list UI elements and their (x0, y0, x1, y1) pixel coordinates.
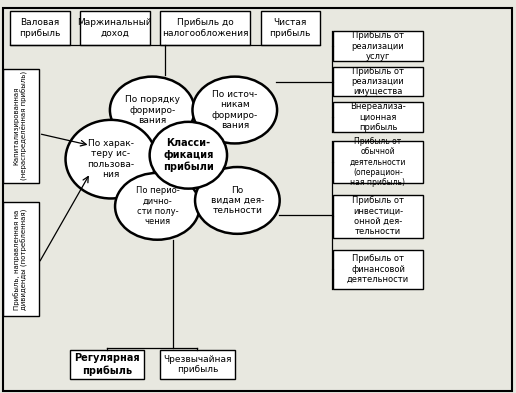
Text: Класси-
фикация
прибыли: Класси- фикация прибыли (163, 138, 214, 172)
Text: По перио-
дично-
сти полу-
чения: По перио- дично- сти полу- чения (136, 186, 179, 226)
Text: Прибыль от
финансовой
деятельности: Прибыль от финансовой деятельности (347, 254, 409, 284)
Text: Прибыль от
обычной
деятельности
(операцион-
ная прибыль): Прибыль от обычной деятельности (операци… (350, 137, 406, 187)
FancyBboxPatch shape (333, 195, 423, 238)
Text: Прибыль до
налогообложения: Прибыль до налогообложения (162, 18, 248, 38)
Text: Капитализированная
(нераспределённая прибыль): Капитализированная (нераспределённая при… (13, 71, 28, 180)
Text: По харак-
теру ис-
пользова-
ния: По харак- теру ис- пользова- ния (87, 139, 135, 179)
Text: Чрезвычайная
прибыль: Чрезвычайная прибыль (163, 355, 232, 374)
Text: Прибыль от
реализации
имущества: Прибыль от реализации имущества (352, 67, 404, 96)
FancyBboxPatch shape (160, 11, 250, 45)
FancyBboxPatch shape (3, 202, 39, 316)
Text: Маржинальный
доход: Маржинальный доход (77, 18, 152, 38)
FancyBboxPatch shape (3, 69, 39, 183)
FancyBboxPatch shape (70, 350, 144, 379)
Text: Внереализа-
ционная
прибыль: Внереализа- ционная прибыль (350, 102, 406, 132)
Text: По
видам дея-
тельности: По видам дея- тельности (211, 185, 264, 215)
FancyBboxPatch shape (160, 350, 235, 379)
Text: Прибыль от
реализации
услуг: Прибыль от реализации услуг (352, 31, 404, 61)
FancyBboxPatch shape (10, 11, 70, 45)
Text: Прибыль от
инвестици-
онной дея-
тельности: Прибыль от инвестици- онной дея- тельнос… (352, 196, 404, 236)
Text: По порядку
формиро-
вания: По порядку формиро- вания (125, 95, 180, 125)
FancyBboxPatch shape (80, 11, 150, 45)
Text: Валовая
прибыль: Валовая прибыль (19, 18, 61, 38)
Text: По источ-
никам
формиро-
вания: По источ- никам формиро- вания (212, 90, 258, 130)
Ellipse shape (115, 173, 200, 240)
Ellipse shape (150, 122, 227, 189)
Ellipse shape (110, 77, 195, 143)
Text: Регулярная
прибыль: Регулярная прибыль (74, 353, 140, 376)
FancyBboxPatch shape (333, 67, 423, 96)
Ellipse shape (66, 120, 156, 198)
FancyBboxPatch shape (333, 141, 423, 183)
FancyBboxPatch shape (261, 11, 320, 45)
FancyBboxPatch shape (333, 31, 423, 61)
Text: Прибыль, направленная на
дивиденды (потребленная): Прибыль, направленная на дивиденды (потр… (13, 209, 28, 310)
FancyBboxPatch shape (333, 250, 423, 289)
FancyBboxPatch shape (333, 102, 423, 132)
Text: Чистая
прибыль: Чистая прибыль (269, 18, 311, 38)
Ellipse shape (195, 167, 280, 234)
Ellipse shape (192, 77, 277, 143)
